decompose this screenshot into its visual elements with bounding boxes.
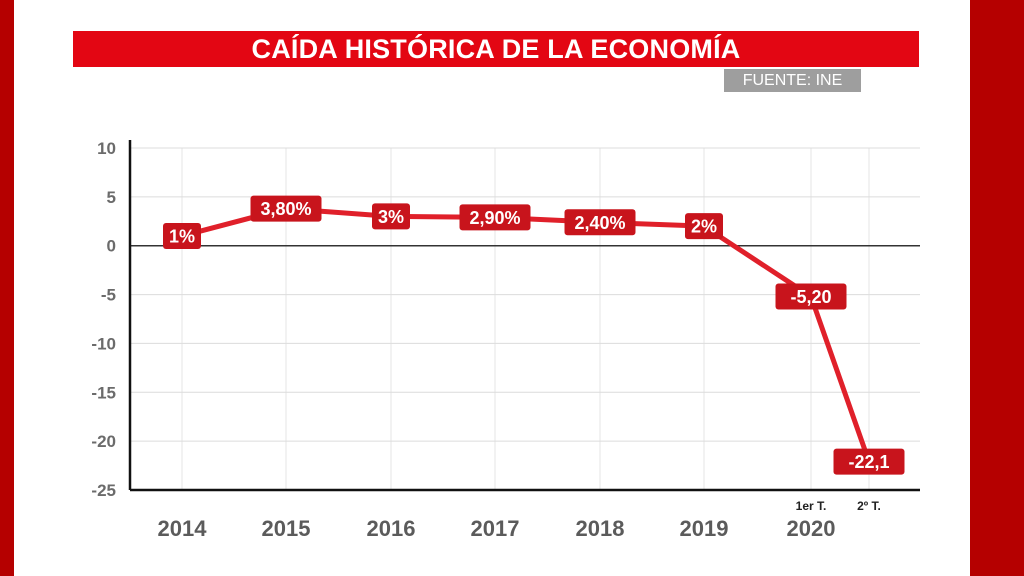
y-tick-label: -25 bbox=[91, 481, 116, 500]
data-label: 2% bbox=[685, 213, 723, 240]
y-tick-label: 5 bbox=[107, 188, 116, 207]
data-label-box bbox=[685, 213, 723, 240]
data-label-text: 1% bbox=[169, 226, 195, 246]
y-tick-label: -10 bbox=[91, 334, 116, 353]
data-label-text: 3% bbox=[378, 207, 404, 227]
x-subtick-label: 1er T. bbox=[796, 499, 827, 513]
data-label-box bbox=[372, 203, 410, 230]
series-line bbox=[179, 206, 872, 465]
data-label: 2,90% bbox=[459, 204, 531, 231]
data-label-box bbox=[775, 283, 847, 310]
data-label: 2,40% bbox=[564, 209, 636, 236]
y-tick-label: 10 bbox=[97, 139, 116, 158]
data-label-text: -5,20 bbox=[790, 287, 831, 307]
data-label: 3% bbox=[372, 203, 410, 230]
data-label: -5,20 bbox=[775, 283, 847, 310]
x-subtick-label: 2º T. bbox=[857, 499, 881, 513]
y-tick-label: -5 bbox=[101, 286, 116, 305]
data-label-text: 3,80% bbox=[260, 199, 311, 219]
x-tick-label: 2020 bbox=[787, 516, 836, 541]
y-tick-label: -20 bbox=[91, 432, 116, 451]
data-label-box bbox=[564, 209, 636, 236]
x-tick-label: 2014 bbox=[158, 516, 208, 541]
data-label-box bbox=[833, 448, 905, 475]
data-label-box bbox=[163, 222, 201, 249]
data-label-text: -22,1 bbox=[848, 452, 889, 472]
x-tick-label: 2018 bbox=[576, 516, 625, 541]
data-label-box bbox=[250, 195, 322, 222]
data-label: -22,1 bbox=[833, 448, 905, 475]
x-tick-label: 2017 bbox=[471, 516, 520, 541]
chart-title-bar: CAÍDA HISTÓRICA DE LA ECONOMÍA bbox=[73, 31, 919, 67]
data-label-text: 2,90% bbox=[469, 208, 520, 228]
x-tick-label: 2015 bbox=[262, 516, 311, 541]
data-label-text: 2,40% bbox=[574, 213, 625, 233]
x-tick-label: 2019 bbox=[680, 516, 729, 541]
source-badge: FUENTE: INE bbox=[724, 69, 861, 92]
chart-title: CAÍDA HISTÓRICA DE LA ECONOMÍA bbox=[251, 33, 741, 64]
y-tick-label: -15 bbox=[91, 383, 116, 402]
y-tick-label: 0 bbox=[107, 237, 116, 256]
data-label: 3,80% bbox=[250, 195, 322, 222]
x-tick-label: 2016 bbox=[367, 516, 416, 541]
data-label: 1% bbox=[163, 222, 201, 249]
data-label-text: 2% bbox=[691, 217, 717, 237]
data-label-box bbox=[459, 204, 531, 231]
